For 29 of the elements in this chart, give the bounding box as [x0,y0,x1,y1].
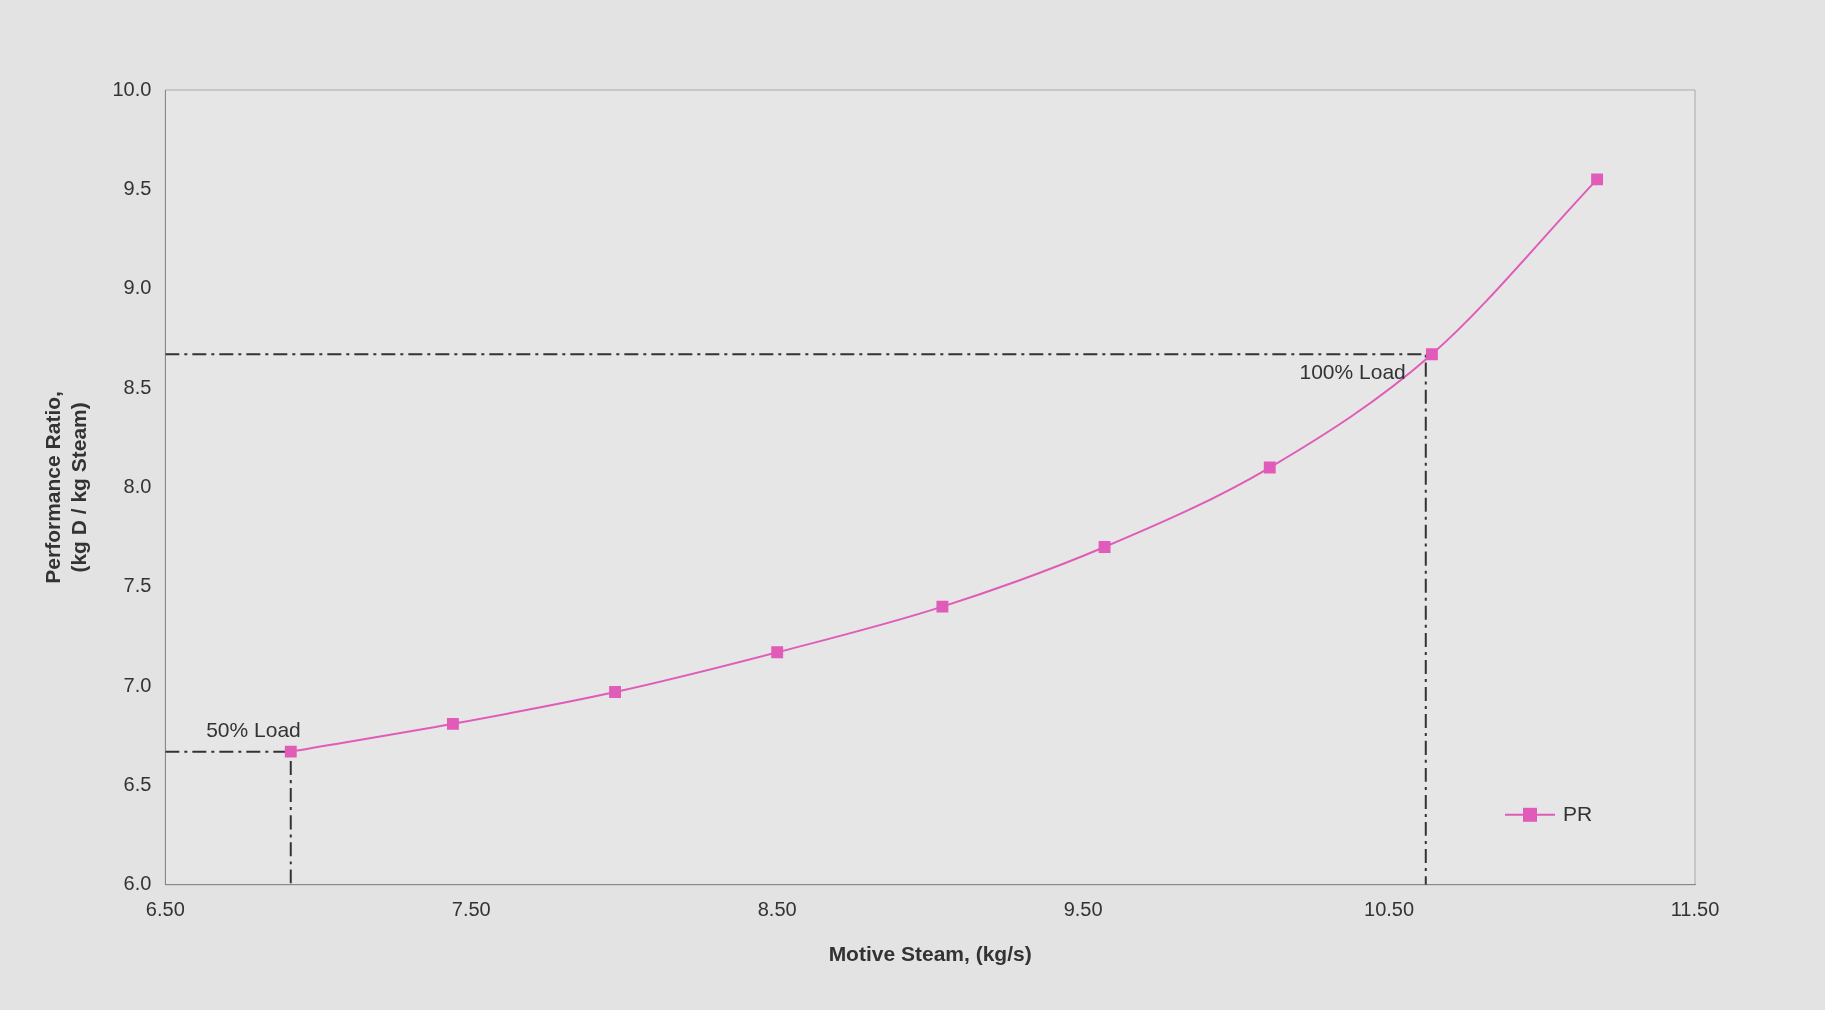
legend-label: PR [1563,801,1593,825]
y-axis-title: Performance Ratio, (kg D / kg Steam) [41,391,90,584]
y-tick-label: 10.0 [112,77,152,100]
x-tick-label: 11.50 [1670,898,1720,921]
x-tick-label: 9.50 [1063,898,1103,921]
y-tick-label: 7.5 [123,574,152,597]
y-tick-label: 9.5 [123,176,152,199]
point [1425,348,1438,361]
point [1591,173,1604,186]
y-tick-label: 8.0 [123,474,152,497]
x-tick-label: 10.50 [1364,898,1415,921]
y-tick-label: 7.0 [123,673,152,696]
y-tick-label: 9.0 [123,276,152,299]
x-tick-label: 6.50 [145,898,185,921]
point [446,717,459,730]
annotation: 50% Load [206,717,301,741]
x-axis-title: Motive Steam, (kg/s) [828,942,1032,966]
point [1098,541,1111,553]
y-tick-label: 6.5 [123,772,152,795]
point [771,646,784,659]
point [284,745,297,758]
x-tick-label: 7.50 [451,898,491,921]
annotation: 100% Load [1299,359,1406,383]
point [609,686,621,699]
point [1263,461,1276,474]
y-tick-label: 6.0 [123,872,152,895]
y-tick-label: 8.5 [123,375,152,398]
point [936,600,949,613]
x-tick-label: 8.50 [757,898,797,921]
